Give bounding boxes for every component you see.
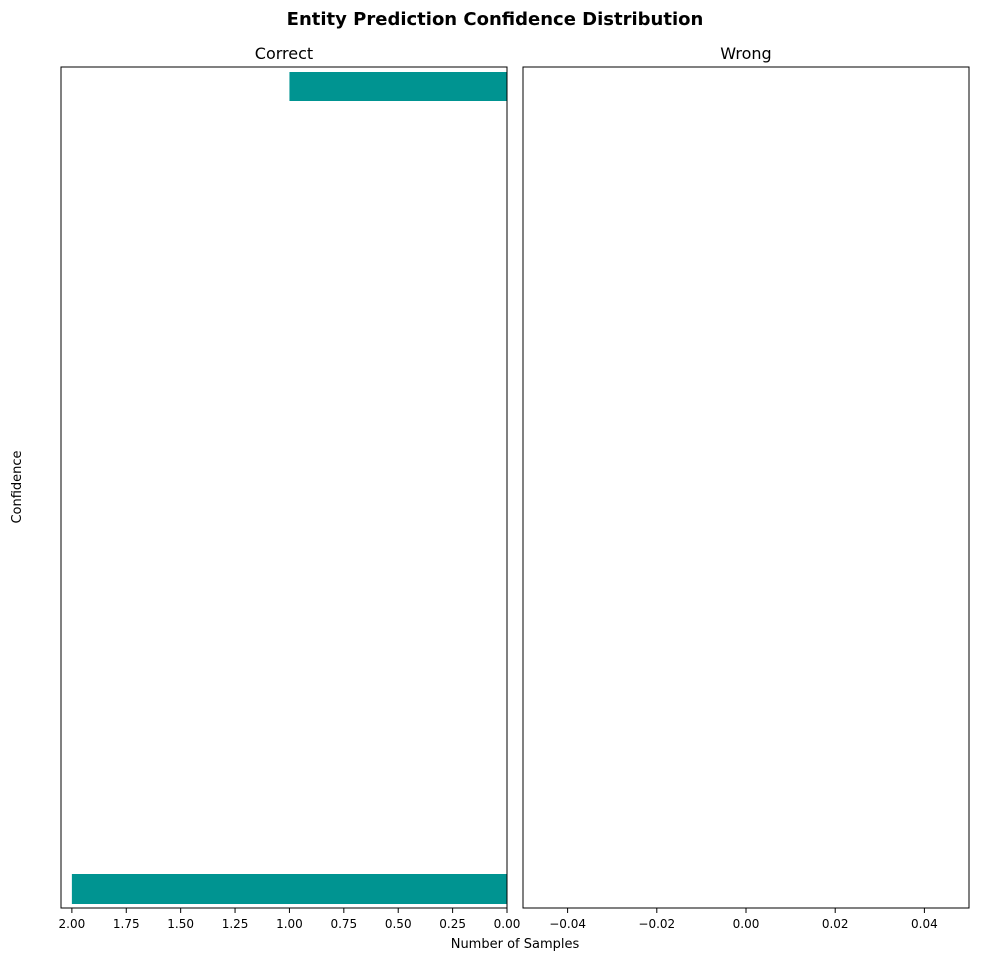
panel-title-wrong: Wrong [720,44,771,63]
x-tick-label: 1.75 [113,917,140,931]
panel-wrong: Wrong −0.04 −0.02 0.00 0.02 0.04 [522,44,970,931]
x-tick-label: 1.25 [222,917,249,931]
x-tick-label: 1.50 [167,917,194,931]
x-tick-label: 0.25 [439,917,466,931]
x-tick-label: 0.04 [911,917,938,931]
plot-frame-correct [60,66,508,909]
x-tick-label: 0.02 [822,917,849,931]
x-tick-label: −0.04 [549,917,586,931]
bar-top [289,72,507,101]
plot-frame-wrong [522,66,970,909]
bars-correct [71,72,507,904]
bar-bottom [71,874,507,904]
x-tick-label: 2.00 [59,917,86,931]
x-tick-label: 1.00 [276,917,303,931]
x-axis-label: Number of Samples [451,937,580,952]
x-tick-label: 0.50 [385,917,412,931]
y-axis-label: Confidence [10,450,25,523]
x-ticks-wrong: −0.04 −0.02 0.00 0.02 0.04 [549,908,938,931]
panel-title-correct: Correct [255,44,313,63]
chart-title: Entity Prediction Confidence Distributio… [287,9,704,30]
x-ticks-correct: 2.00 1.75 1.50 1.25 1.00 0.75 0.50 0.25 0.00 [59,908,521,931]
x-tick-label: 0.75 [330,917,357,931]
x-tick-label: 0.00 [733,917,760,931]
panel-correct: Correct 2.00 1.75 1.50 1.25 1.00 0.75 0.50 0.25… [59,44,521,931]
x-tick-label: −0.02 [638,917,675,931]
x-tick-label: 0.00 [494,917,521,931]
